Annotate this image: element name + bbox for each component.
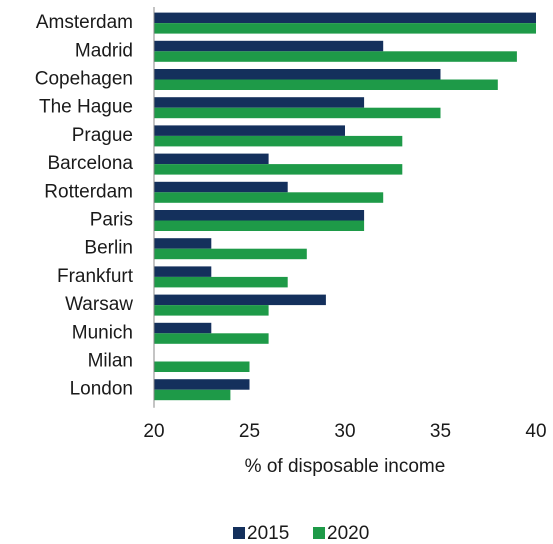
y-tick-label: Paris — [90, 210, 133, 231]
x-tick-label: 30 — [334, 421, 355, 442]
bar — [154, 333, 269, 344]
y-tick-label: London — [70, 379, 133, 400]
bar — [154, 379, 250, 390]
x-axis-label: % of disposable income — [245, 456, 446, 477]
legend-label: 2015 — [247, 523, 289, 544]
y-tick-label: Copehagen — [35, 69, 133, 90]
bar — [154, 153, 269, 165]
y-tick-label: Munich — [72, 322, 133, 343]
bar — [154, 51, 517, 62]
x-tick-label: 20 — [143, 421, 164, 442]
bar — [154, 181, 288, 193]
bar — [154, 210, 365, 221]
bar — [154, 164, 403, 175]
x-tick-label: 40 — [525, 421, 546, 442]
y-tick-label: Milan — [88, 351, 133, 372]
bar — [154, 125, 345, 136]
y-tick-label: Madrid — [75, 40, 133, 61]
legend-swatch — [233, 527, 245, 539]
bar — [154, 305, 269, 316]
bar — [154, 23, 536, 34]
y-tick-label: Amsterdam — [36, 12, 133, 33]
y-tick-label: Warsaw — [65, 294, 133, 315]
y-tick-label: Frankfurt — [57, 266, 134, 287]
bar — [154, 238, 212, 249]
bar — [154, 79, 498, 90]
bar — [154, 276, 288, 288]
y-tick-label: Prague — [72, 125, 133, 146]
y-tick-label: Barcelona — [47, 153, 133, 174]
bar — [154, 12, 536, 24]
bar — [154, 135, 403, 147]
y-tick-label: The Hague — [39, 97, 133, 118]
bar — [154, 69, 441, 80]
y-tick-label: Berlin — [84, 238, 133, 259]
y-tick-label: Rotterdam — [44, 181, 133, 202]
bar — [154, 220, 365, 231]
x-tick-label: 35 — [430, 421, 451, 442]
x-tick-label: 25 — [239, 421, 260, 442]
legend-label: 2020 — [327, 523, 369, 544]
bar — [154, 248, 307, 260]
bar — [154, 266, 212, 277]
bar — [154, 294, 326, 306]
bar — [154, 322, 212, 334]
bar — [154, 97, 365, 108]
bar — [154, 40, 384, 52]
bar — [154, 389, 231, 401]
legend-swatch — [313, 527, 325, 539]
bar — [154, 361, 250, 372]
bar — [154, 192, 384, 203]
bar — [154, 107, 441, 119]
